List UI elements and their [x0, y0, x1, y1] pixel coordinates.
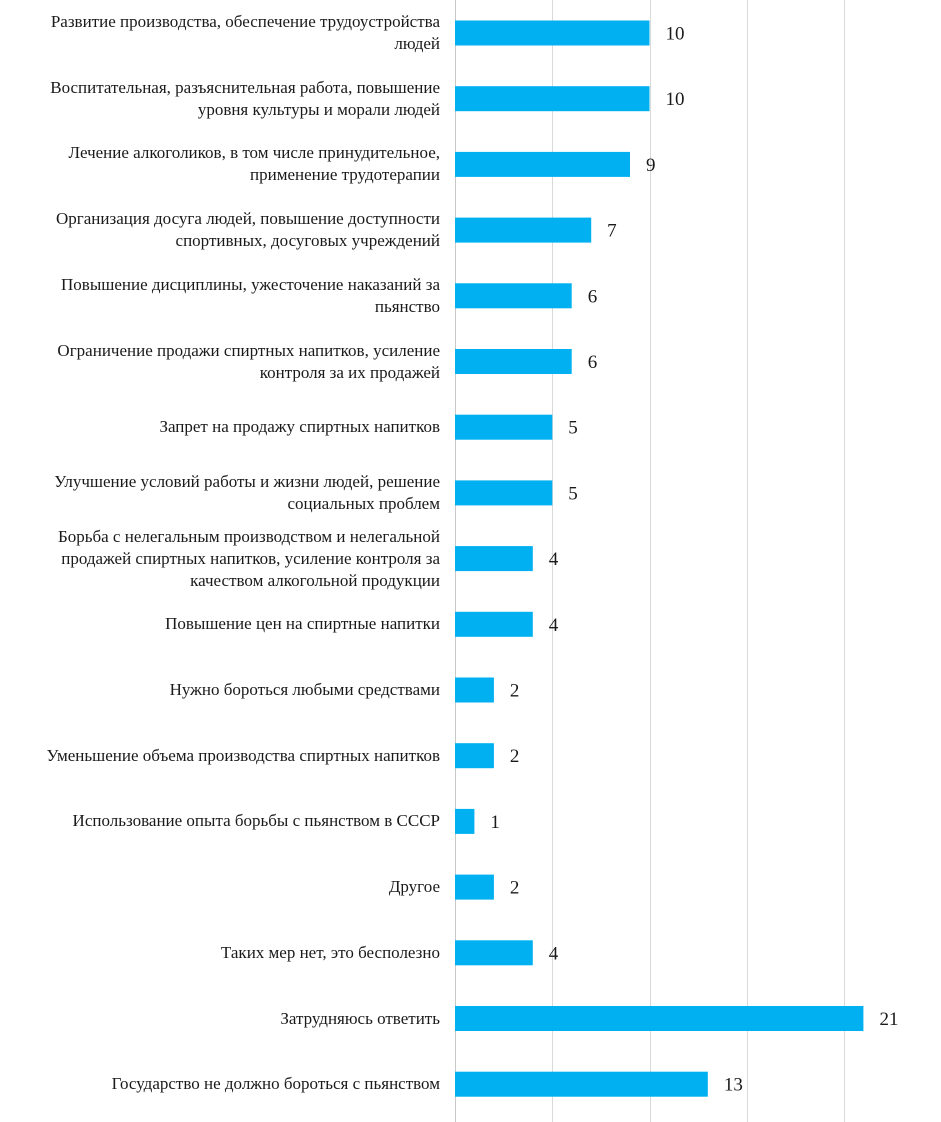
- category-label: Другое: [0, 876, 440, 898]
- category-label-line: Государство не должно бороться с пьянств…: [111, 1074, 440, 1094]
- category-label-line: Повышение дисциплины, ужесточение наказа…: [61, 274, 440, 294]
- data-label: 10: [666, 89, 685, 110]
- category-label-line: уровня культуры и морали людей: [197, 99, 440, 119]
- data-label: 7: [607, 221, 617, 242]
- category-label: Борьба с нелегальным производством и нел…: [0, 526, 440, 592]
- category-label-line: социальных проблем: [287, 493, 440, 513]
- bar: [455, 349, 572, 374]
- data-label: 13: [724, 1075, 743, 1096]
- category-label-line: качеством алкогольной продукции: [190, 570, 440, 590]
- category-label-line: Борьба с нелегальным производством и нел…: [57, 526, 440, 546]
- category-label-line: Таких мер нет, это бесполезно: [220, 942, 440, 962]
- data-label: 1: [490, 812, 500, 833]
- bar: [455, 86, 650, 112]
- category-label-line: людей: [394, 34, 440, 53]
- data-label: 5: [568, 418, 578, 439]
- category-label: Воспитательная, разъяснительная работа, …: [0, 77, 440, 121]
- category-label: Нужно бороться любыми средствами: [0, 679, 440, 701]
- category-label-line: Запрет на продажу спиртных напитков: [159, 417, 440, 437]
- data-label: 10: [666, 24, 685, 45]
- bar: [455, 1071, 708, 1097]
- data-label: 2: [510, 681, 520, 702]
- category-label-line: применение трудотерапии: [250, 165, 440, 185]
- data-label: 9: [646, 155, 656, 176]
- data-label: 2: [510, 878, 520, 899]
- category-label-line: спортивных, досуговых учреждений: [175, 231, 440, 251]
- category-label: Улучшение условий работы и жизни людей, …: [0, 471, 440, 515]
- category-label-line: Повышение цен на спиртные напитки: [165, 614, 440, 634]
- bar: [455, 1006, 864, 1031]
- category-label: Государство не должно бороться с пьянств…: [0, 1073, 440, 1095]
- category-label-line: Развитие производства, обеспечение трудо…: [50, 12, 440, 31]
- bar: [455, 283, 572, 309]
- category-label-line: контроля за их продажей: [259, 362, 440, 382]
- data-label: 21: [880, 1009, 899, 1030]
- bar: [455, 414, 553, 440]
- category-label: Повышение дисциплины, ужесточение наказа…: [0, 274, 440, 318]
- category-label: Запрет на продажу спиртных напитков: [0, 416, 440, 438]
- category-label-line: Затрудняюсь ответить: [280, 1008, 440, 1028]
- data-label: 4: [549, 615, 559, 636]
- bar: [455, 20, 650, 46]
- category-label-line: Уменьшение объема производства спиртных …: [46, 745, 440, 765]
- data-label: 6: [588, 352, 598, 373]
- bar: [455, 611, 533, 637]
- category-label-line: Организация досуга людей, повышение дост…: [56, 209, 440, 229]
- bar: [455, 808, 475, 834]
- category-label: Организация досуга людей, повышение дост…: [0, 208, 440, 252]
- bar: [455, 151, 630, 177]
- category-label-line: Нужно бороться любыми средствами: [169, 680, 440, 699]
- category-label-line: Воспитательная, разъяснительная работа, …: [50, 77, 440, 97]
- category-label-line: Использование опыта борьбы с пьянством в…: [72, 811, 440, 831]
- category-label-line: Другое: [388, 877, 440, 897]
- bar: [455, 940, 533, 966]
- category-label-line: пьянство: [374, 296, 440, 316]
- data-label: 6: [588, 286, 598, 307]
- category-label-line: продажей спиртных напитков, усиление кон…: [61, 548, 440, 568]
- bar: [455, 874, 494, 900]
- category-label: Затрудняюсь ответить: [0, 1008, 440, 1030]
- data-label: 4: [549, 549, 559, 570]
- data-label: 5: [568, 483, 578, 504]
- category-label: Развитие производства, обеспечение трудо…: [0, 11, 440, 55]
- bar: [455, 546, 533, 572]
- category-label: Уменьшение объема производства спиртных …: [0, 745, 440, 767]
- category-label-line: Лечение алкоголиков, в том числе принуди…: [68, 143, 440, 163]
- category-label-line: Улучшение условий работы и жизни людей, …: [54, 471, 440, 491]
- bar: [455, 217, 592, 243]
- category-label: Повышение цен на спиртные напитки: [0, 613, 440, 635]
- bar: [455, 743, 494, 769]
- category-label: Лечение алкоголиков, в том числе принуди…: [0, 142, 440, 186]
- category-label-line: Ограничение продажи спиртных напитков, у…: [57, 340, 440, 360]
- bar: [455, 480, 553, 506]
- bar: [455, 677, 494, 703]
- data-label: 2: [510, 746, 520, 767]
- category-label: Таких мер нет, это бесполезно: [0, 942, 440, 964]
- data-label: 4: [549, 943, 559, 964]
- category-label: Использование опыта борьбы с пьянством в…: [0, 810, 440, 832]
- category-label: Ограничение продажи спиртных напитков, у…: [0, 340, 440, 384]
